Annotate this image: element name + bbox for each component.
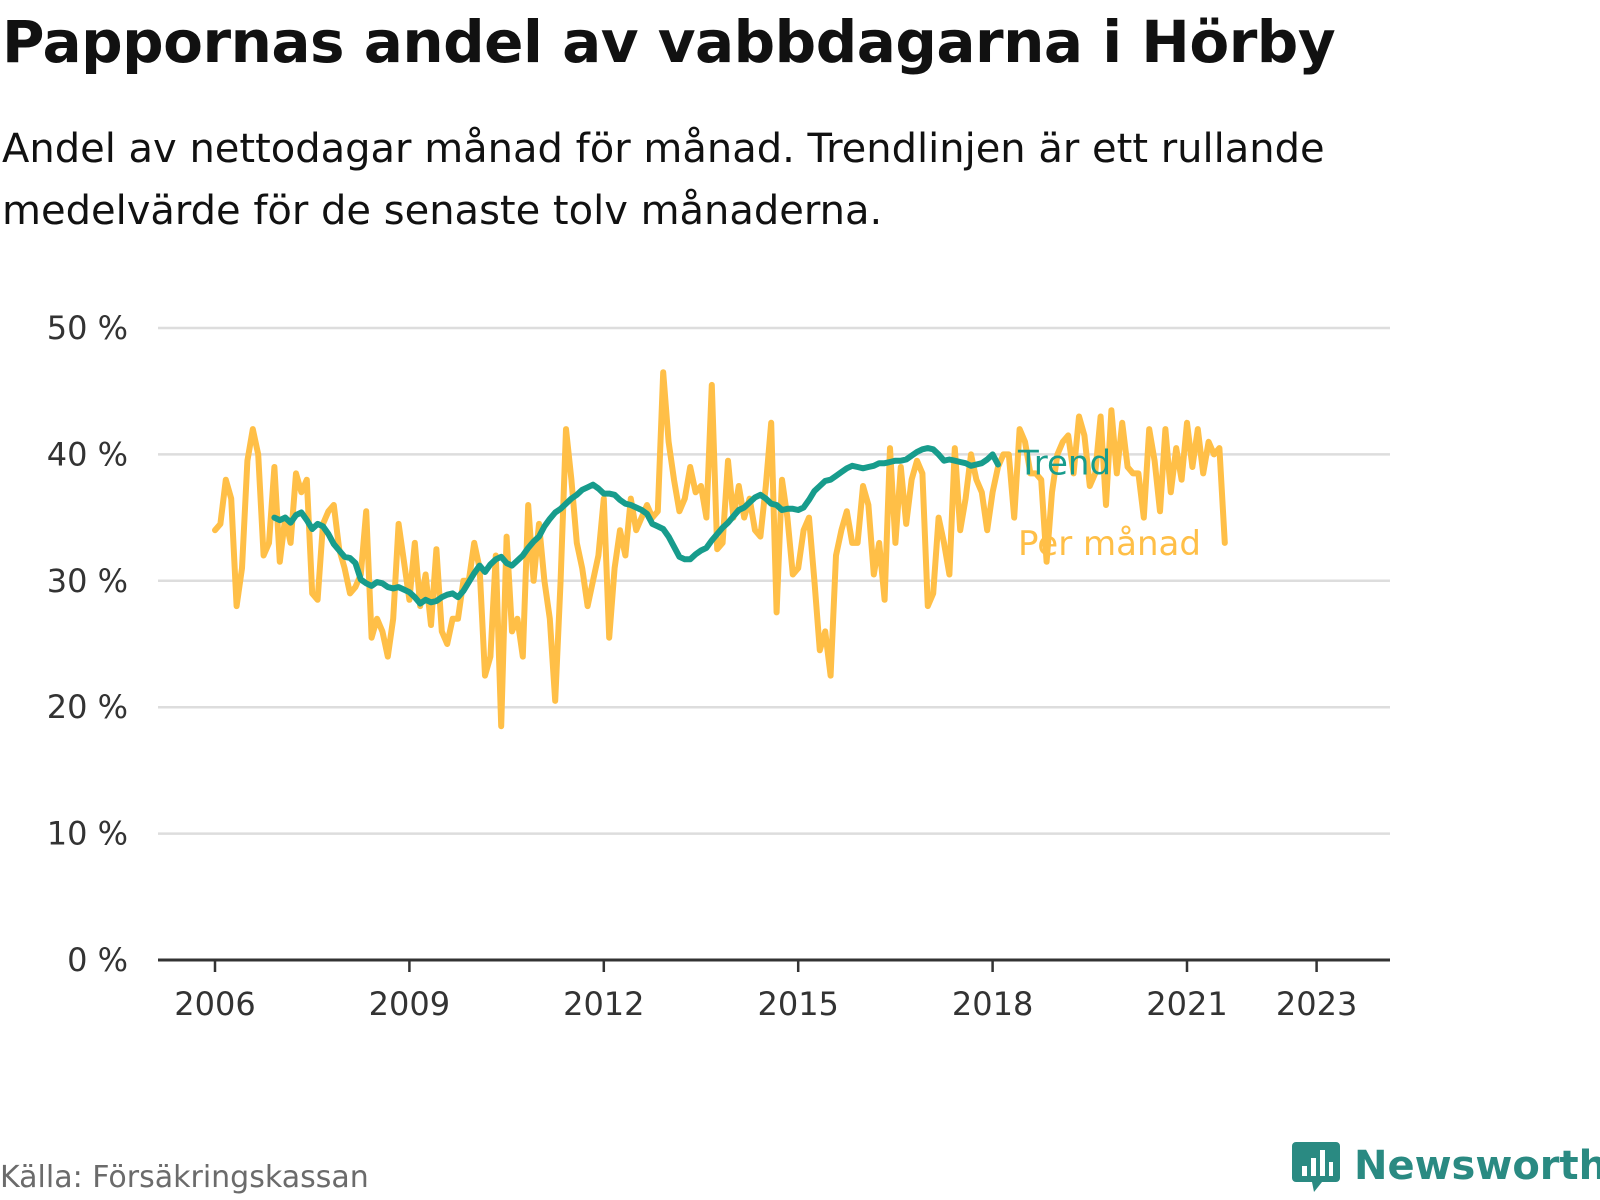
source-note: Källa: Försäkringskassan [0,1160,369,1195]
chart-title: Pappornas andel av vabbdagarna i Hörby [2,8,1336,76]
y-tick-label: 20 % [47,688,128,726]
x-tick-label: 2021 [1146,985,1227,1023]
newsworthy-logo: Newsworthy [1292,1140,1600,1192]
y-tick-label: 30 % [47,562,128,600]
chart-subtitle: Andel av nettodagar månad för månad. Tre… [2,126,1325,234]
x-tick-label: 2015 [757,985,838,1023]
x-tick-label: 2023 [1276,985,1357,1023]
y-tick-label: 0 % [67,941,128,979]
y-tick-label: 50 % [47,309,128,347]
y-tick-label: 40 % [47,435,128,473]
trend-series-label: Trend [1017,444,1111,484]
bar-chart-logo-icon [1292,1142,1340,1192]
trend-series-line [271,445,1001,607]
x-tick-label: 2006 [174,985,255,1023]
x-tick-label: 2009 [369,985,450,1023]
x-tick-label: 2018 [952,985,1033,1023]
brand-name: Newsworthy [1354,1143,1600,1189]
line-chart: 0 % 10 % 20 % 30 % 40 % 50 % 2006 2009 2012 2015 2… [47,309,1390,1023]
monthly-series-line [212,369,1228,730]
y-tick-label: 10 % [47,815,128,853]
x-tick-label: 2012 [563,985,644,1023]
monthly-series-label: Per månad [1018,524,1201,564]
